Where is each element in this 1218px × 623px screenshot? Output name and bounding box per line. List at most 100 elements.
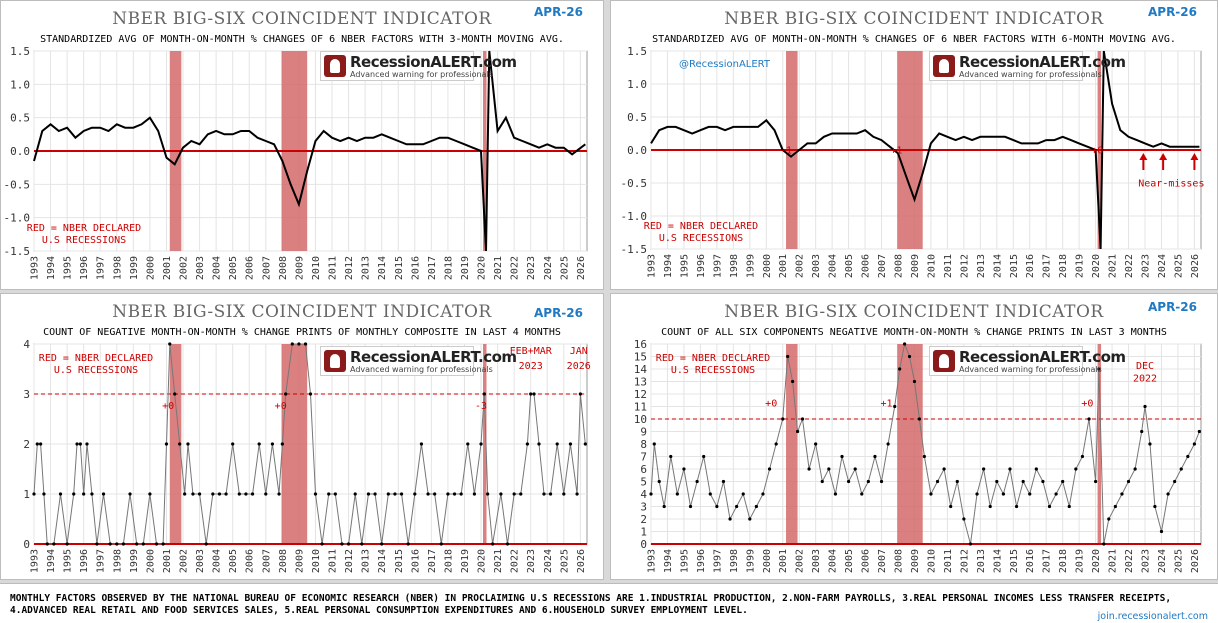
series-point xyxy=(42,492,46,496)
series-point xyxy=(1133,467,1137,471)
series-line xyxy=(650,342,1200,545)
x-tick-label: 2010 xyxy=(311,549,322,573)
chart-title: NBER BIG-SIX COINCIDENT INDICATOR xyxy=(112,302,492,322)
x-tick-label: 2016 xyxy=(1025,254,1036,278)
x-tick-label: 2008 xyxy=(278,549,289,573)
series-point xyxy=(542,492,546,496)
x-tick-label: 1996 xyxy=(79,549,90,573)
x-tick-label: 2022 xyxy=(1124,549,1135,573)
logo-tagline: Advanced warning for professionals xyxy=(350,70,493,79)
series-point xyxy=(308,392,313,396)
series-point xyxy=(186,442,190,446)
series-point xyxy=(58,492,63,496)
x-tick-label: 2024 xyxy=(1157,254,1168,278)
x-tick-label: 2011 xyxy=(943,549,954,573)
series-point xyxy=(1041,479,1045,484)
x-tick-label: 2007 xyxy=(261,549,272,573)
y-tick-label: 1 xyxy=(640,526,647,539)
x-tick-label: 2000 xyxy=(762,254,773,278)
x-tick-label: 2000 xyxy=(145,549,156,573)
series-point xyxy=(466,442,470,446)
series-point xyxy=(912,379,917,384)
series-point xyxy=(583,442,587,446)
y-tick-label: 1.5 xyxy=(627,45,647,58)
x-tick-label: 1993 xyxy=(647,549,658,573)
x-tick-label: 2021 xyxy=(1108,549,1119,573)
y-tick-label: 0.5 xyxy=(627,111,647,124)
x-tick-label: 2018 xyxy=(443,256,454,280)
x-tick-label: 2018 xyxy=(443,549,454,573)
series-point xyxy=(761,492,765,496)
series-point xyxy=(148,492,152,496)
logo: RecessionALERT.com Advanced warning for … xyxy=(320,346,517,376)
series-point xyxy=(942,467,946,471)
logo-tagline: Advanced warning for professionals xyxy=(959,70,1102,79)
x-tick-label: 2016 xyxy=(1025,549,1036,573)
y-tick-label: 8 xyxy=(640,438,647,451)
series-point xyxy=(108,542,112,546)
series-point xyxy=(439,542,443,546)
series-point xyxy=(741,492,745,496)
y-tick-label: 1.0 xyxy=(627,78,647,91)
x-tick-label: 2011 xyxy=(328,549,339,573)
recession-legend-text: U.S RECESSIONS xyxy=(54,365,138,376)
series-point xyxy=(313,492,318,496)
series-point xyxy=(682,467,686,471)
y-tick-label: -1.5 xyxy=(621,243,648,256)
series-point xyxy=(333,492,337,496)
series-point xyxy=(303,342,308,346)
series-point xyxy=(353,492,357,496)
x-tick-label: 2025 xyxy=(559,549,570,573)
x-tick-label: 2017 xyxy=(427,256,438,280)
x-tick-label: 2015 xyxy=(394,549,405,573)
x-tick-label: 2021 xyxy=(493,256,504,280)
x-tick-label: 2013 xyxy=(976,549,987,573)
logo-tagline: Advanced warning for professionals xyxy=(350,365,493,374)
series-point xyxy=(1126,479,1131,484)
series-point xyxy=(399,492,404,496)
x-tick-label: 2002 xyxy=(795,549,806,573)
series-point xyxy=(284,392,288,396)
x-tick-label: 1999 xyxy=(745,254,756,278)
series-point xyxy=(774,442,778,446)
annotation: +1 xyxy=(890,145,902,156)
y-tick-label: 4 xyxy=(23,338,30,351)
footer-link[interactable]: join.recessionalert.com xyxy=(1097,611,1208,622)
x-tick-label: 2006 xyxy=(861,254,872,278)
series-point xyxy=(1021,479,1025,484)
y-tick-label: 3 xyxy=(640,501,647,514)
chart-title: NBER BIG-SIX COINCIDENT INDICATOR xyxy=(724,302,1104,322)
x-tick-label: 1993 xyxy=(30,549,41,573)
series-point xyxy=(217,492,222,496)
series-point xyxy=(800,417,805,421)
series-point xyxy=(555,442,559,446)
annotation: +0 xyxy=(162,401,174,412)
series-point xyxy=(297,342,301,346)
x-tick-label: 2005 xyxy=(844,549,855,573)
annotation: 2022 xyxy=(1133,374,1157,385)
x-tick-label: 2020 xyxy=(477,549,488,573)
x-tick-label: 2014 xyxy=(992,549,1003,573)
series-point xyxy=(90,492,94,496)
series-point xyxy=(183,492,187,496)
series-point xyxy=(1153,504,1157,509)
x-tick-label: 1995 xyxy=(679,254,690,278)
logo-tagline: Advanced warning for professionals xyxy=(959,365,1102,374)
x-tick-label: 1998 xyxy=(729,549,740,573)
x-tick-label: 2000 xyxy=(762,549,773,573)
series-point xyxy=(1159,529,1164,534)
series-point xyxy=(280,442,284,446)
chart-date: APR-26 xyxy=(1147,5,1197,19)
series-point xyxy=(767,467,772,471)
x-tick-label: 1994 xyxy=(46,256,57,280)
series-point xyxy=(795,429,800,434)
x-tick-label: 2005 xyxy=(844,254,855,278)
x-tick-label: 2017 xyxy=(1042,549,1053,573)
series-point xyxy=(164,442,169,446)
series-point xyxy=(702,454,706,459)
x-tick-label: 2007 xyxy=(877,549,888,573)
y-tick-label: 0.5 xyxy=(10,112,30,125)
series-point xyxy=(781,417,785,421)
recession-legend-text: U.S RECESSIONS xyxy=(671,365,755,376)
chart-title: NBER BIG-SIX COINCIDENT INDICATOR xyxy=(724,9,1104,29)
